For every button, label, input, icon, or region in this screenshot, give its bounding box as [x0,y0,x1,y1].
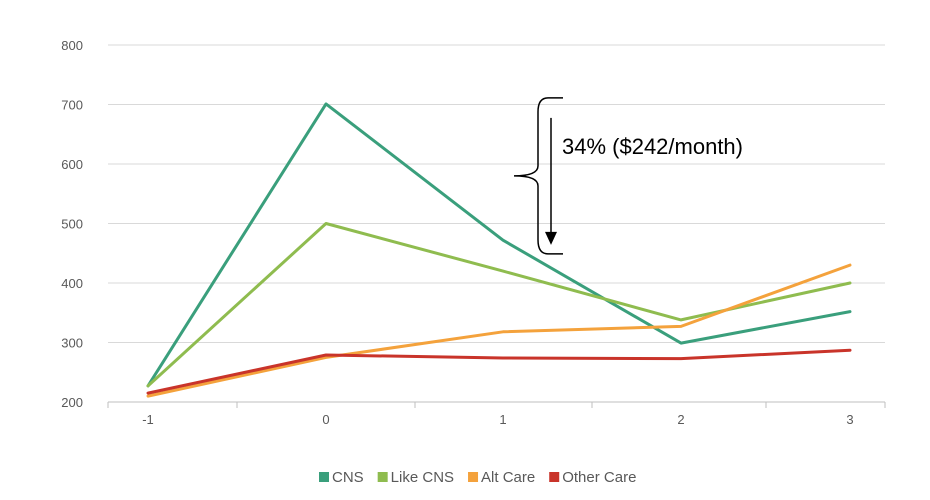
legend-item-like-cns: Like CNS [377,469,454,486]
y-tick-label: 400 [61,276,83,291]
x-tick-label: 2 [677,412,684,427]
annotation-brace [513,97,563,255]
legend-label: Other Care [562,469,636,486]
legend-label: Like CNS [391,469,454,486]
series-line-alt-care [146,263,852,398]
legend-swatch [468,472,479,482]
annotation-arrow-head [545,231,557,245]
x-tick-label: 1 [499,412,506,427]
annotation: 34% ($242/month) [513,97,743,255]
axes: 200 300 400 500 600 700 800 -1 0 1 2 3 [61,38,886,427]
y-tick-label: 600 [61,157,83,172]
legend: CNS Like CNS Alt Care Other Care [319,469,636,486]
legend-swatch [377,472,388,482]
gridlines [108,44,885,343]
series-lines [146,102,852,398]
legend-label: Alt Care [481,469,535,486]
legend-swatch [319,472,329,482]
x-tick-label: -1 [142,412,154,427]
y-tick-label: 300 [61,336,83,351]
series-line-like-cns [146,222,852,388]
legend-swatch [549,472,560,482]
legend-item-other-care: Other Care [549,469,636,486]
annotation-label: 34% ($242/month) [562,134,743,159]
y-tick-label: 800 [61,38,83,53]
y-tick-label: 200 [61,395,83,410]
legend-item-cns: CNS [319,469,364,486]
legend-item-alt-care: Alt Care [468,469,535,486]
x-tick-label: 3 [846,412,853,427]
legend-label: CNS [332,469,364,486]
x-tick-label: 0 [322,412,329,427]
series-line-other-care [146,348,852,395]
y-tick-label: 700 [61,98,83,113]
series-line-cns [146,102,852,388]
y-tick-label: 500 [61,217,83,232]
